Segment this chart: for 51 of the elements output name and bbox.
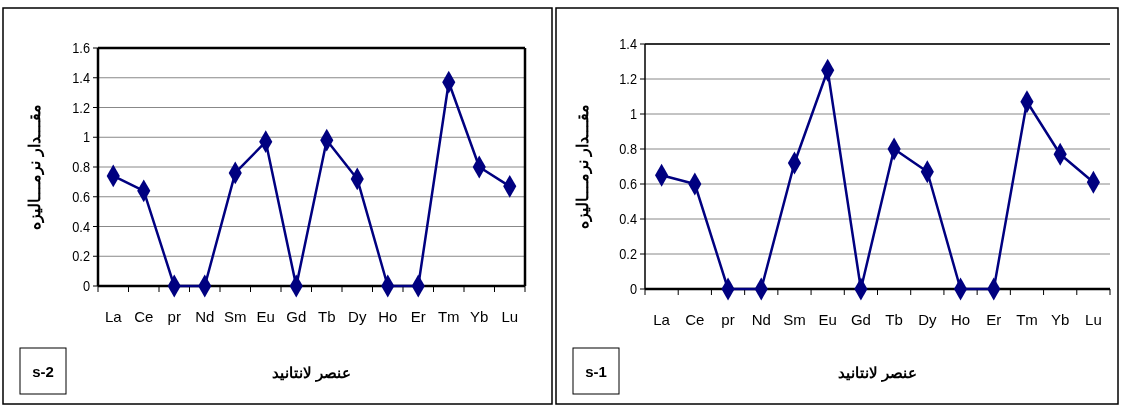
x-tick-label: Er — [410, 308, 426, 325]
y-tick-label: 0 — [82, 277, 91, 295]
x-tick-label: Yb — [470, 308, 489, 325]
y-tick-label: 1 — [629, 105, 638, 123]
x-tick-label: Sm — [783, 311, 806, 328]
x-tick-label: Tb — [885, 311, 903, 328]
x-axis-title: عنصر لانتانید — [837, 364, 918, 382]
x-tick-label: Tb — [317, 308, 336, 325]
x-tick-label: Gd — [286, 308, 307, 325]
x-tick-label: Tm — [437, 308, 460, 325]
x-tick-label: Nd — [195, 308, 215, 325]
x-tick-label: Ce — [134, 308, 154, 325]
x-tick-label: Ce — [685, 311, 705, 328]
x-tick-label: Dy — [348, 308, 367, 325]
y-tick-label: 0.2 — [72, 247, 91, 265]
y-tick-label: 1.6 — [72, 39, 91, 57]
x-tick-label: Er — [986, 311, 1002, 328]
x-tick-label: pr — [721, 311, 735, 328]
y-tick-label: 1.2 — [72, 98, 91, 116]
y-axis-title: مقـــدار نرمـــالیزه — [574, 103, 593, 230]
x-tick-label: Sm — [224, 308, 247, 325]
y-tick-label: 0.4 — [72, 217, 91, 235]
y-tick-label: 0 — [629, 280, 638, 298]
x-axis-title: عنصر لانتانید — [271, 364, 352, 382]
x-tick-label: Eu — [256, 308, 275, 325]
y-tick-label: 0.6 — [619, 175, 638, 193]
y-tick-label: 1.4 — [619, 35, 638, 53]
x-tick-label: Ho — [378, 308, 398, 325]
y-axis-title: مقـــدار نرمـــالیزه — [26, 104, 45, 230]
y-tick-label: 1.4 — [72, 68, 91, 87]
y-tick-label: 1 — [82, 128, 91, 146]
y-tick-label: 0.4 — [619, 210, 638, 228]
x-tick-label: pr — [167, 308, 181, 325]
x-tick-label: Ho — [950, 311, 971, 328]
y-tick-label: 0.8 — [72, 158, 91, 176]
x-tick-label: La — [653, 311, 671, 328]
x-tick-label: Eu — [818, 311, 837, 328]
x-tick-label: Lu — [1085, 311, 1102, 328]
x-tick-label: Tm — [1016, 311, 1038, 328]
text: s-2 — [32, 363, 54, 380]
x-tick-label: Gd — [850, 311, 871, 328]
y-tick-label: 1.2 — [619, 70, 638, 88]
x-tick-label: Dy — [918, 311, 937, 328]
x-tick-label: La — [104, 308, 123, 325]
y-tick-label: 0.2 — [619, 245, 638, 263]
text: s-1 — [585, 363, 607, 380]
x-tick-label: Lu — [501, 308, 519, 325]
y-tick-label: 0.6 — [72, 187, 91, 206]
x-tick-label: Yb — [1051, 311, 1070, 328]
x-tick-label: Nd — [751, 311, 771, 328]
y-tick-label: 0.8 — [619, 140, 638, 158]
